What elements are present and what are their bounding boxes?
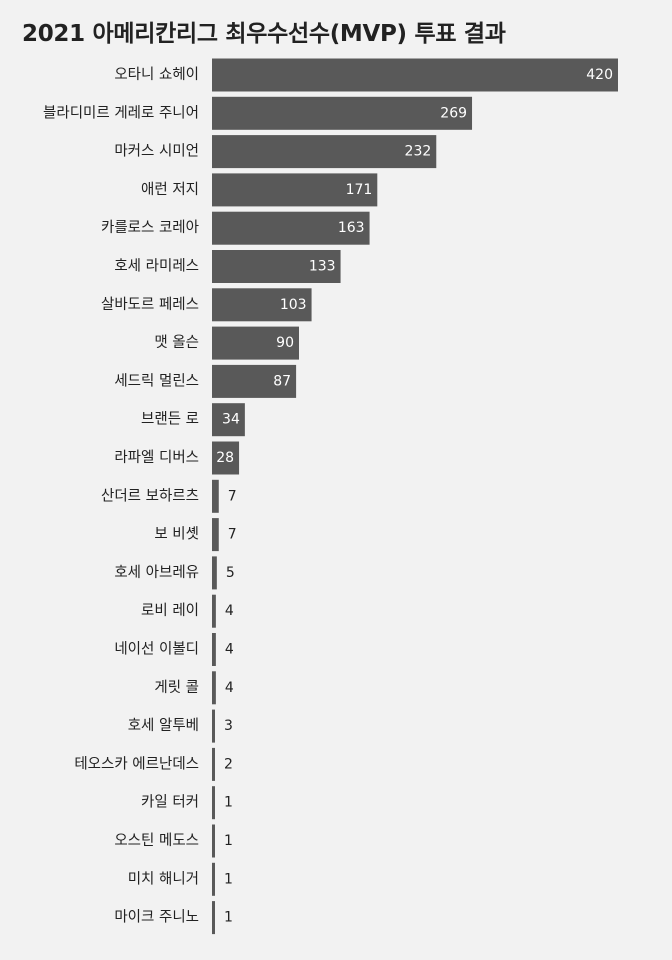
bar bbox=[212, 288, 312, 322]
category-label: 맷 올슨 bbox=[154, 334, 199, 351]
bar bbox=[212, 824, 215, 858]
bar bbox=[212, 173, 378, 207]
bar bbox=[212, 556, 217, 590]
category-label: 라파엘 디버스 bbox=[114, 449, 199, 466]
value-label: 5 bbox=[226, 565, 235, 581]
category-label: 네이선 이볼디 bbox=[114, 641, 199, 658]
value-label: 1 bbox=[224, 795, 233, 811]
chart-title: 2021 아메리칸리그 최우수선수(MVP) 투표 결과 bbox=[22, 21, 506, 47]
bar bbox=[212, 518, 219, 552]
value-label: 7 bbox=[228, 527, 237, 543]
category-label: 브랜든 로 bbox=[141, 411, 199, 428]
category-label: 카를로스 코레아 bbox=[101, 219, 199, 236]
value-label: 171 bbox=[346, 182, 373, 198]
value-label: 1 bbox=[224, 871, 233, 887]
bar bbox=[212, 747, 215, 781]
bar bbox=[212, 96, 473, 130]
bar bbox=[212, 671, 216, 705]
category-label: 애런 저지 bbox=[141, 181, 199, 198]
category-label: 마이크 주니노 bbox=[114, 909, 199, 926]
value-label: 232 bbox=[405, 144, 432, 160]
category-label: 세드릭 멀린스 bbox=[114, 372, 199, 389]
bars-group: 오타니 쇼헤이 420 블라디미르 게레로 주니어 269 마커스 시미언 232 애런 저… bbox=[43, 58, 618, 935]
category-label: 테오스카 에르난데스 bbox=[74, 755, 199, 772]
bar bbox=[212, 479, 219, 513]
value-label: 133 bbox=[309, 259, 336, 275]
category-label: 마커스 시미언 bbox=[114, 143, 199, 160]
bar bbox=[212, 901, 215, 935]
category-label: 게릿 콜 bbox=[154, 679, 199, 696]
value-label: 90 bbox=[276, 335, 294, 351]
value-label: 269 bbox=[440, 105, 467, 121]
value-label: 163 bbox=[338, 220, 365, 236]
value-label: 2 bbox=[224, 756, 233, 772]
bar bbox=[212, 594, 216, 628]
category-label: 블라디미르 게레로 주니어 bbox=[43, 104, 199, 121]
bar bbox=[212, 862, 215, 896]
category-label: 호세 아브레유 bbox=[114, 564, 199, 581]
value-label: 1 bbox=[224, 833, 233, 849]
category-label: 오스틴 메도스 bbox=[114, 832, 199, 849]
category-label: 미치 해니거 bbox=[128, 870, 199, 887]
value-label: 87 bbox=[273, 373, 291, 389]
value-label: 34 bbox=[222, 412, 240, 428]
category-label: 호세 알투베 bbox=[128, 717, 199, 734]
category-label: 로비 레이 bbox=[141, 602, 199, 619]
bar bbox=[212, 364, 297, 398]
category-label: 산더르 보하르츠 bbox=[101, 487, 199, 504]
bar bbox=[212, 58, 618, 92]
value-label: 3 bbox=[224, 718, 233, 734]
category-label: 오타니 쇼헤이 bbox=[114, 66, 199, 83]
bar bbox=[212, 326, 299, 360]
category-label: 보 비솃 bbox=[154, 526, 199, 543]
value-label: 420 bbox=[586, 67, 613, 83]
category-label: 호세 라미레스 bbox=[114, 258, 199, 275]
value-label: 1 bbox=[224, 910, 233, 926]
category-label: 살바도르 페레스 bbox=[101, 296, 199, 313]
bar bbox=[212, 786, 215, 820]
bar bbox=[212, 633, 216, 666]
value-label: 103 bbox=[280, 297, 307, 313]
value-label: 4 bbox=[225, 642, 234, 658]
value-label: 7 bbox=[228, 488, 237, 504]
category-label: 카일 터커 bbox=[141, 794, 199, 811]
bar bbox=[212, 250, 341, 283]
bar bbox=[212, 135, 437, 169]
value-label: 4 bbox=[225, 680, 234, 696]
value-label: 28 bbox=[216, 450, 234, 466]
bar bbox=[212, 709, 215, 743]
bar bbox=[212, 441, 240, 475]
value-label: 4 bbox=[225, 603, 234, 619]
bar bbox=[212, 403, 245, 437]
bar bbox=[212, 211, 370, 245]
